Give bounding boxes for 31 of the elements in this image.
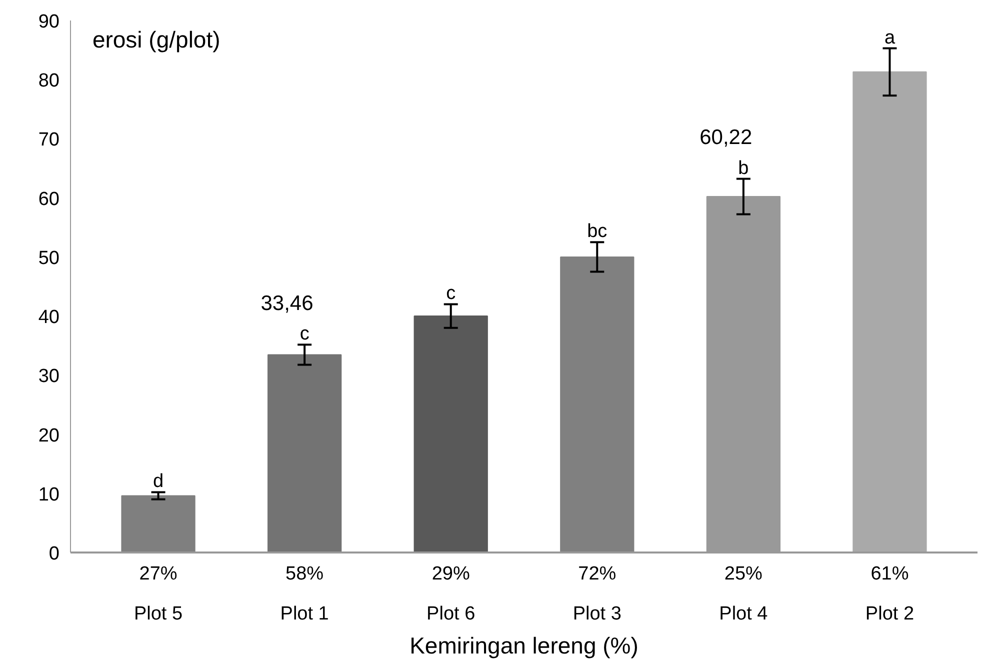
y-tick-label: 70	[38, 130, 60, 151]
x-tick-label: 72% Plot 3	[572, 564, 622, 624]
bar	[267, 354, 342, 552]
y-tick-label: 60	[38, 188, 60, 210]
annotation: b	[738, 158, 749, 179]
x-tick-label: 25% Plot 4	[719, 564, 768, 624]
y-tick-label: 80	[38, 70, 60, 92]
bar	[852, 71, 927, 552]
x-tick-label: 29% Plot 6	[426, 564, 476, 624]
x-tick-label: 58% Plot 1	[280, 564, 329, 624]
data-label: 33,46	[260, 292, 314, 316]
x-tick-label: 61% Plot 2	[865, 564, 914, 624]
y-tick-label: 0	[48, 544, 60, 564]
data-label: 60,22	[700, 126, 752, 150]
y-tick-label: 20	[38, 425, 60, 446]
bar	[414, 316, 488, 552]
y-axis-title: erosi (g/plot)	[92, 26, 220, 52]
bar	[121, 495, 196, 552]
x-axis-title: Kemiringan lereng (%)	[410, 632, 638, 658]
y-tick-label: 40	[38, 307, 60, 328]
bar	[560, 256, 634, 552]
y-tick-label: 50	[38, 248, 60, 269]
annotation: bc	[587, 221, 608, 242]
annotation: c	[446, 283, 456, 304]
annotation: c	[300, 323, 310, 344]
y-tick-label: 30	[38, 366, 60, 388]
y-tick-label: 90	[38, 12, 60, 32]
annotation: d	[152, 471, 164, 492]
y-tick-label: 10	[38, 484, 60, 506]
x-tick-label: 27% Plot 5	[134, 564, 183, 624]
annotation: a	[884, 27, 896, 48]
